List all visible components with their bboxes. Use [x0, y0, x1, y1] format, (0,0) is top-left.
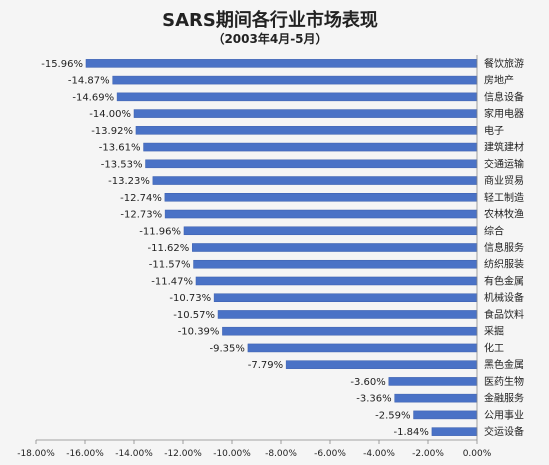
category-label: 金融服务 [484, 392, 524, 405]
data-label: -13.53% [101, 159, 143, 170]
data-label: -10.57% [173, 310, 215, 321]
chart-subtitle: （2003年4月-5月） [212, 31, 327, 46]
category-label: 交通运输 [484, 157, 524, 170]
bar [116, 92, 478, 102]
bar [143, 142, 478, 152]
category-label: 纺织服装 [484, 258, 524, 271]
category-label: 建筑建材 [484, 141, 524, 154]
category-labels-layer: 餐饮旅游房地产信息设备家用电器电子建筑建材交通运输商业贸易轻工制造农林牧渔综合信… [484, 57, 524, 438]
data-label: -13.92% [91, 126, 133, 137]
category-label: 农林牧渔 [484, 208, 524, 221]
value-labels-layer: -15.96% -14.87% -14.69% -14.00% -13.92% -13.6… [41, 59, 429, 438]
x-tick-label: -18.00% [17, 449, 55, 459]
bar [222, 326, 478, 336]
data-label: -15.96% [41, 59, 83, 70]
bar [193, 259, 478, 269]
bar [145, 159, 478, 169]
category-label: 电子 [484, 124, 504, 137]
bar [183, 226, 478, 236]
category-label: 综合 [484, 224, 504, 237]
category-label: 医药生物 [484, 375, 524, 388]
x-tick-label: -16.00% [66, 449, 104, 459]
data-label: -11.57% [149, 260, 191, 271]
x-axis: -18.00% -16.00% -14.00% -12.00% -10.00% -8.00… [17, 55, 492, 459]
category-label: 机械设备 [484, 291, 524, 304]
bar [135, 126, 478, 135]
category-label: 黑色金属 [484, 358, 524, 371]
data-label: -12.74% [120, 193, 162, 204]
data-label: -1.84% [394, 427, 429, 438]
category-label: 餐饮旅游 [484, 57, 524, 70]
bar [431, 427, 478, 436]
x-tick-label: -6.00% [314, 449, 346, 459]
data-label: -11.62% [148, 243, 190, 254]
bar [112, 75, 478, 85]
bar [247, 343, 478, 353]
chart-title: SARS期间各行业市场表现 [162, 9, 378, 31]
category-label: 轻工制造 [484, 191, 524, 204]
bar [164, 209, 478, 219]
data-label: -3.36% [356, 394, 391, 405]
data-label: -10.39% [178, 327, 220, 338]
category-label: 家用电器 [484, 107, 524, 120]
category-label: 信息服务 [484, 241, 524, 254]
category-label: 商业贸易 [484, 174, 524, 187]
category-label: 房地产 [484, 74, 514, 87]
x-tick-label: -4.00% [363, 449, 395, 459]
data-label: -13.61% [99, 143, 141, 154]
bar [217, 310, 478, 319]
bar [213, 293, 478, 302]
category-label: 公用事业 [484, 408, 524, 421]
bars-layer [85, 59, 478, 436]
x-tick-label: -14.00% [115, 449, 153, 459]
data-label: -3.60% [350, 377, 385, 388]
data-label: -13.23% [108, 176, 150, 187]
category-label: 交运设备 [484, 425, 524, 438]
bar [394, 393, 478, 403]
data-label: -10.73% [169, 293, 211, 304]
x-tick-label: -8.00% [265, 449, 297, 459]
data-label: -14.69% [72, 92, 114, 103]
x-tick-label: -12.00% [164, 449, 202, 459]
bar [388, 377, 478, 386]
category-label: 采掘 [484, 325, 504, 338]
data-label: -9.35% [210, 343, 245, 354]
x-tick-label: -2.00% [412, 449, 444, 459]
data-label: -14.87% [68, 76, 110, 87]
data-label: -2.59% [375, 410, 410, 421]
data-label: -14.00% [89, 109, 131, 120]
bar [413, 410, 478, 420]
bar [192, 243, 478, 252]
category-label: 化工 [484, 341, 504, 354]
x-tick-label: -10.00% [213, 449, 251, 459]
category-label: 食品饮料 [484, 308, 524, 321]
bar [164, 193, 478, 202]
bar [85, 59, 478, 68]
bar [152, 176, 478, 185]
bar [133, 109, 478, 118]
data-label: -12.73% [120, 210, 162, 221]
data-label: -11.47% [151, 276, 193, 287]
data-label: -11.96% [139, 226, 181, 237]
x-tick-label: 0.00% [463, 449, 492, 459]
bar [195, 276, 478, 286]
category-label: 有色金属 [484, 274, 524, 287]
category-label: 信息设备 [484, 90, 524, 103]
bar [285, 360, 478, 369]
data-label: -7.79% [248, 360, 283, 371]
